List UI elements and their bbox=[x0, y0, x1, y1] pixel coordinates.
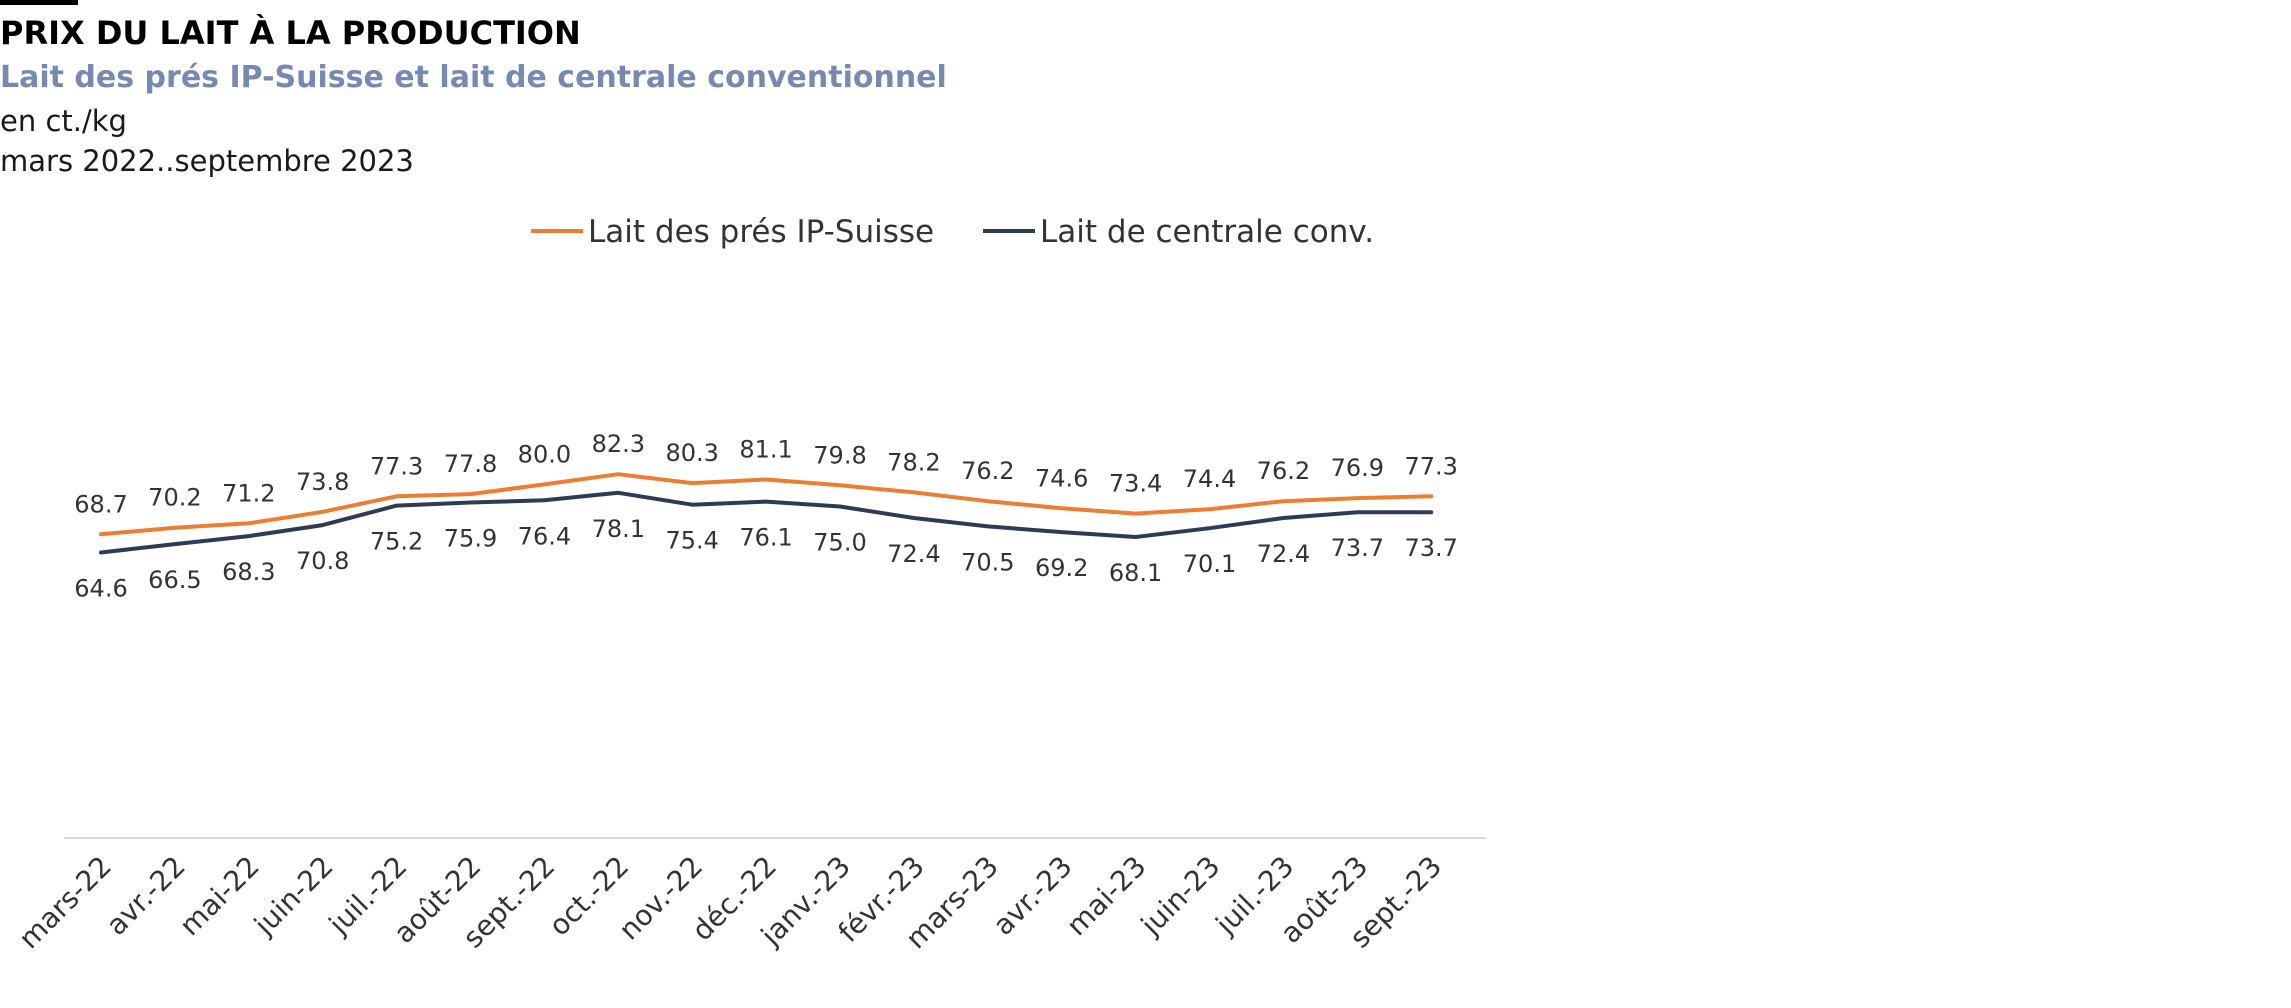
data-label: 68.7 bbox=[74, 490, 127, 518]
data-label: 82.3 bbox=[592, 430, 645, 458]
data-label: 79.8 bbox=[813, 441, 866, 469]
chart-subtitle: Lait des prés IP-Suisse et lait de centr… bbox=[0, 60, 947, 95]
data-label: 75.4 bbox=[665, 527, 718, 555]
data-label: 73.4 bbox=[1109, 470, 1162, 498]
legend-label-2: Lait de centrale conv. bbox=[1040, 214, 1374, 250]
data-label: 70.5 bbox=[961, 548, 1014, 576]
data-label: 78.2 bbox=[887, 448, 940, 476]
data-label: 68.3 bbox=[222, 558, 275, 586]
data-label: 73.7 bbox=[1331, 534, 1384, 562]
x-tick-label: juin-22 bbox=[247, 850, 339, 942]
data-label: 66.5 bbox=[148, 566, 201, 594]
legend-label-1: Lait des prés IP-Suisse bbox=[588, 214, 934, 250]
data-label: 70.8 bbox=[296, 547, 349, 575]
chart-title: PRIX DU LAIT À LA PRODUCTION bbox=[0, 14, 581, 52]
data-label: 64.6 bbox=[74, 574, 127, 602]
data-label: 80.3 bbox=[665, 439, 718, 467]
x-tick-label: mars-22 bbox=[12, 850, 118, 956]
data-label: 76.2 bbox=[961, 457, 1014, 485]
x-tick-label: mai-23 bbox=[1060, 850, 1153, 943]
data-label: 69.2 bbox=[1035, 554, 1088, 582]
data-label: 73.7 bbox=[1404, 534, 1457, 562]
x-tick-label: mai-22 bbox=[173, 850, 266, 943]
data-label: 81.1 bbox=[739, 436, 792, 464]
data-label: 70.2 bbox=[148, 484, 201, 512]
data-label: 77.3 bbox=[1404, 452, 1457, 480]
data-label: 80.0 bbox=[518, 440, 571, 468]
data-label: 75.9 bbox=[444, 525, 497, 553]
data-label: 76.4 bbox=[518, 522, 571, 550]
data-label: 75.2 bbox=[370, 528, 423, 556]
data-label: 72.4 bbox=[887, 540, 940, 568]
data-label: 77.8 bbox=[444, 450, 497, 478]
data-label: 76.9 bbox=[1331, 454, 1384, 482]
data-label: 73.8 bbox=[296, 468, 349, 496]
data-label: 74.4 bbox=[1183, 465, 1236, 493]
period-label: mars 2022..septembre 2023 bbox=[0, 144, 414, 178]
data-label: 75.0 bbox=[813, 529, 866, 557]
series-line-2 bbox=[99, 490, 1434, 555]
data-label: 77.3 bbox=[370, 452, 423, 480]
data-label: 71.2 bbox=[222, 479, 275, 507]
x-tick-label: avr.-23 bbox=[987, 850, 1079, 942]
title-accent-rule bbox=[0, 0, 78, 5]
data-label: 72.4 bbox=[1257, 540, 1310, 568]
x-tick-label: juin-23 bbox=[1134, 850, 1226, 942]
x-tick-label: avr.-22 bbox=[100, 850, 192, 942]
data-label: 74.6 bbox=[1035, 464, 1088, 492]
data-label: 76.1 bbox=[739, 524, 792, 552]
data-label: 78.1 bbox=[592, 515, 645, 543]
data-label: 76.2 bbox=[1257, 457, 1310, 485]
series-line-1 bbox=[99, 472, 1434, 537]
data-label: 70.1 bbox=[1183, 550, 1236, 578]
data-label: 68.1 bbox=[1109, 559, 1162, 587]
unit-label: en ct./kg bbox=[0, 104, 127, 138]
